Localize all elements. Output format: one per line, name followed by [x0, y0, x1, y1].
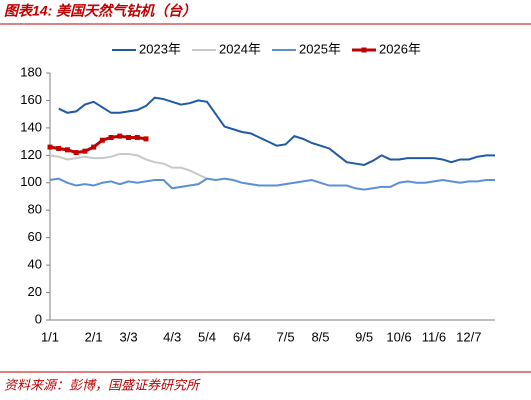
x-tick-label: 4/3	[163, 329, 181, 344]
series-line	[49, 152, 208, 180]
x-tick-label: 1/1	[41, 329, 59, 344]
series-marker	[47, 144, 53, 150]
series-marker	[91, 144, 97, 150]
series-marker	[143, 136, 149, 142]
x-tick-label: 11/6	[422, 329, 446, 344]
x-tick-label: 8/5	[311, 329, 329, 344]
y-tick-label: 180	[20, 64, 42, 79]
y-tick-label: 140	[20, 119, 42, 134]
series-marker	[82, 148, 88, 154]
x-tick-label: 2/1	[85, 329, 103, 344]
series-line	[49, 134, 147, 155]
x-tick-label: 6/4	[233, 329, 251, 344]
y-tick-label: 20	[28, 284, 42, 299]
series-line	[49, 177, 495, 191]
x-tick-label: 10/6	[386, 329, 411, 344]
series-marker	[108, 134, 114, 140]
series-marker	[56, 145, 62, 151]
x-tick-label: 5/4	[198, 329, 216, 344]
legend-label: 2024年	[219, 41, 261, 56]
x-tick-label: 9/5	[355, 329, 373, 344]
y-tick-label: 60	[28, 229, 42, 244]
y-tick-label: 100	[20, 174, 42, 189]
chart-title: 图表14: 美国天然气钻机（台）	[4, 3, 196, 19]
series-marker	[117, 133, 123, 139]
legend-label: 2026年	[379, 41, 421, 56]
legend-label: 2025年	[299, 41, 341, 56]
y-tick-label: 0	[35, 311, 42, 326]
legend-marker	[361, 47, 367, 53]
source: 资料来源：彭博，国盛证券研究所	[4, 377, 201, 392]
x-tick-label: 3/3	[119, 329, 137, 344]
series-marker	[73, 150, 79, 156]
series-marker	[99, 137, 105, 143]
y-tick-label: 80	[28, 202, 42, 217]
y-tick-label: 120	[20, 147, 42, 162]
y-tick-label: 160	[20, 92, 42, 107]
x-tick-label: 12/7	[456, 329, 481, 344]
series-marker	[64, 147, 70, 153]
legend-label: 2023年	[139, 41, 181, 56]
series-marker	[126, 134, 132, 140]
y-tick-label: 40	[28, 257, 42, 272]
series-line	[58, 96, 495, 166]
series-marker	[134, 134, 140, 140]
x-tick-label: 7/5	[277, 329, 295, 344]
